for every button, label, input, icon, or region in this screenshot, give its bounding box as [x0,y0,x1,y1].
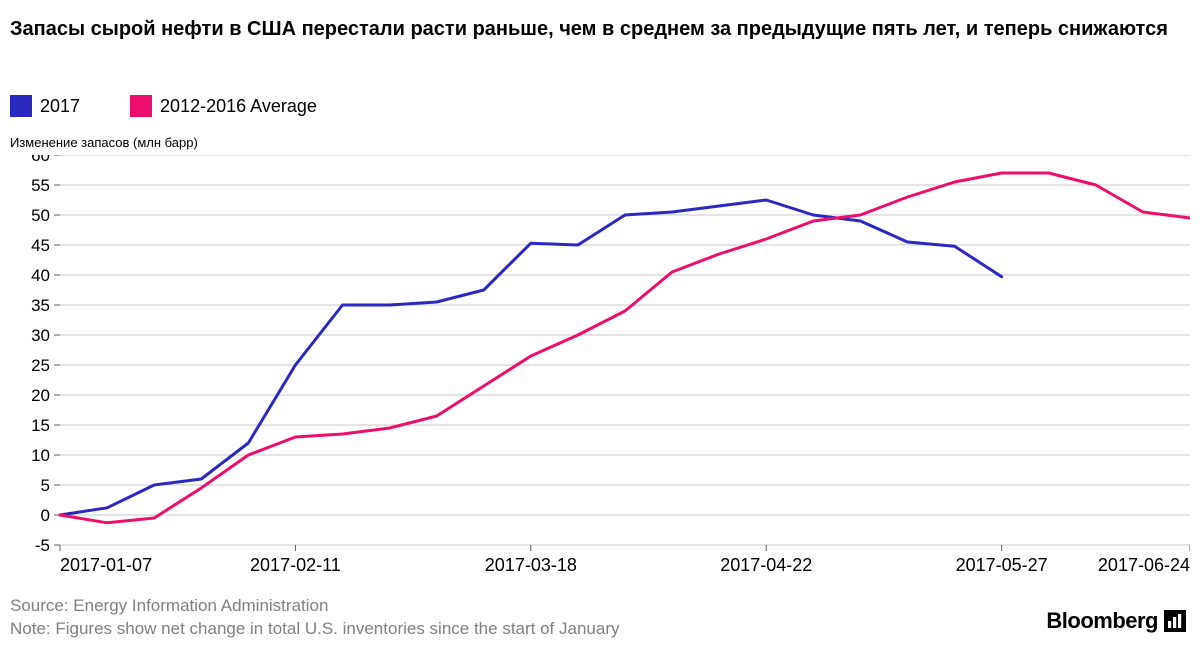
legend-swatch-avg [130,95,152,117]
chart-plot: -5 0 5 10 15 20 25 30 35 40 45 50 55 60 [10,155,1190,555]
legend-item-2017: 2017 [10,95,80,117]
x-tick-label: 2017-04-22 [720,555,812,576]
svg-text:55: 55 [31,176,50,195]
chart-title: Запасы сырой нефти в США перестали расти… [10,18,1168,41]
x-tick-label: 2017-01-07 [60,555,152,576]
svg-text:30: 30 [31,326,50,345]
svg-text:15: 15 [31,416,50,435]
svg-text:25: 25 [31,356,50,375]
svg-text:50: 50 [31,206,50,225]
x-tick-label: 2017-06-24 [1098,555,1190,576]
chart-footer: Source: Energy Information Administratio… [10,595,620,641]
svg-text:5: 5 [41,476,50,495]
footer-source: Source: Energy Information Administratio… [10,595,620,618]
legend-item-avg: 2012-2016 Average [130,95,317,117]
y-axis-title: Изменение запасов (млн барр) [10,135,198,150]
svg-text:10: 10 [31,446,50,465]
x-tick-label: 2017-03-18 [485,555,577,576]
legend-label-avg: 2012-2016 Average [160,96,317,117]
svg-text:20: 20 [31,386,50,405]
x-axis-labels: 2017-01-07 2017-02-11 2017-03-18 2017-04-22… [10,555,1190,577]
svg-text:0: 0 [41,506,50,525]
legend-label-2017: 2017 [40,96,80,117]
legend-swatch-2017 [10,95,32,117]
svg-text:35: 35 [31,296,50,315]
bloomberg-icon [1164,610,1186,632]
svg-text:60: 60 [31,155,50,165]
x-tick-label: 2017-02-11 [250,555,341,576]
legend: 2017 2012-2016 Average [10,95,357,117]
x-tick-label: 2017-05-27 [956,555,1048,576]
svg-text:-5: -5 [35,536,50,555]
svg-text:40: 40 [31,266,50,285]
bloomberg-brand: Bloomberg [1046,608,1186,634]
footer-note: Note: Figures show net change in total U… [10,618,620,641]
bloomberg-wordmark: Bloomberg [1046,608,1158,634]
svg-text:45: 45 [31,236,50,255]
